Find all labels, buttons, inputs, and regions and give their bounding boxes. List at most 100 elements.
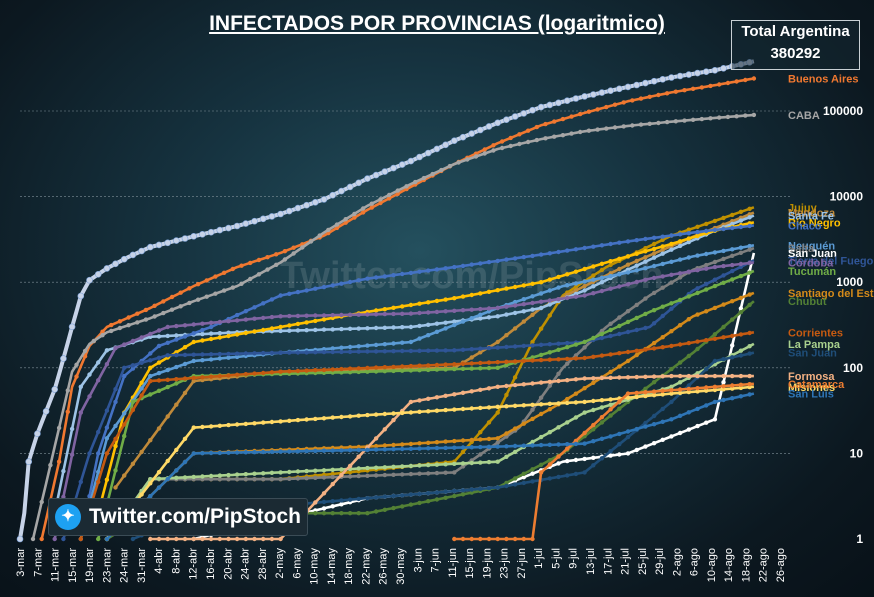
data-point [530,281,535,286]
data-point [321,416,327,421]
data-point [712,332,718,337]
data-point [200,424,205,430]
data-point [460,406,466,412]
data-point [643,386,648,391]
data-point [565,446,570,451]
data-point [704,228,709,234]
data-point [304,313,309,318]
data-point [712,387,718,393]
data-point [226,330,231,335]
data-point [191,322,196,327]
data-point [226,319,231,324]
data-point [339,366,344,372]
data-point [617,452,622,457]
data-point [408,492,414,497]
data-point [382,411,387,417]
data-point [426,446,431,451]
data-point [104,477,110,482]
data-point [426,440,431,445]
data-point [565,345,570,350]
data-point [148,378,153,384]
data-point [373,509,379,514]
data-point [400,348,405,354]
data-point [226,536,231,542]
data-point [704,251,709,257]
data-point [400,271,405,277]
data-point [738,373,744,379]
data-point [608,333,613,339]
data-point [155,241,163,249]
data-point [339,312,344,318]
data-point [573,284,579,290]
data-point [538,380,544,385]
data-point [565,248,570,253]
data-point [443,309,448,314]
data-point [360,206,366,211]
data-point [174,402,179,407]
data-point [148,438,153,443]
data-point [565,442,570,447]
data-point [677,373,683,379]
data-point [720,65,727,72]
data-point [512,536,518,542]
data-point [381,168,389,175]
data-point [530,471,535,476]
data-point [234,472,240,477]
data-point [469,437,474,443]
data-point [143,307,149,313]
data-point [565,473,570,478]
data-point [547,430,552,435]
data-point [416,153,423,161]
data-point [156,378,162,383]
data-point [208,331,214,336]
data-point [738,218,744,223]
data-point [556,461,561,466]
data-point [217,351,222,357]
data-point [452,319,457,324]
data-point [721,280,726,285]
data-point [495,339,500,345]
data-point [704,385,709,390]
data-point [686,389,691,395]
data-point [547,383,552,388]
data-point [730,299,735,304]
data-point [511,113,519,120]
data-point [556,249,561,255]
data-point [538,342,544,347]
data-point [265,267,270,272]
data-point [556,297,561,302]
twitter-badge[interactable]: ✦ Twitter.com/PipStoch [48,498,308,536]
data-point [200,331,205,337]
data-point [304,368,309,373]
data-point [169,307,175,312]
data-point [278,470,283,475]
data-point [382,465,387,470]
data-point [460,361,466,366]
data-point [347,344,353,350]
data-point [434,490,440,495]
data-point [469,347,474,352]
data-point [565,361,570,366]
data-point [512,382,518,388]
data-point [252,477,257,482]
data-point [234,372,240,377]
data-point [148,351,153,356]
data-point [643,444,648,449]
data-point [321,448,327,453]
x-tick-label: 6-ago [689,548,701,576]
data-point [478,430,483,435]
data-point [702,68,710,75]
data-point [356,326,361,331]
data-point [347,349,353,354]
data-point [122,373,127,379]
x-tick-label: 21-jul [620,548,632,575]
data-point [712,283,718,289]
data-point [87,372,92,377]
data-point [178,290,183,295]
data-point [730,225,735,231]
data-point [443,462,448,467]
data-point [521,358,526,364]
data-point [565,340,570,346]
data-point [190,233,197,240]
data-point [77,292,85,300]
